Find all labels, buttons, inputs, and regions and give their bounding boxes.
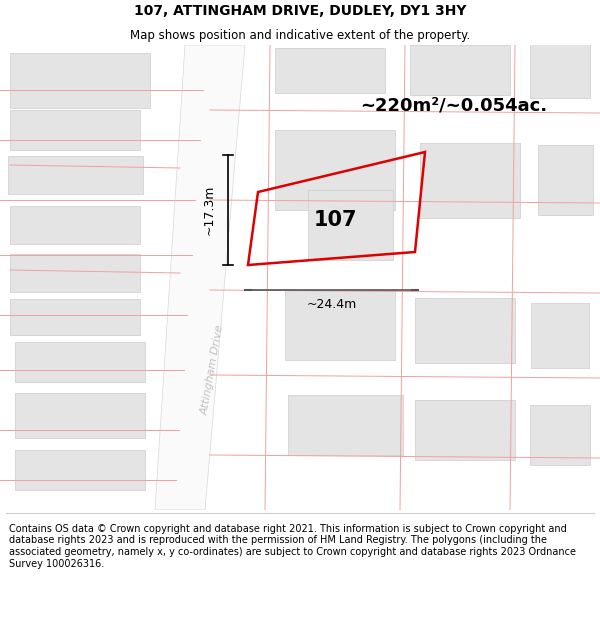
Text: Attingham Drive: Attingham Drive (200, 324, 226, 416)
Polygon shape (10, 299, 140, 335)
Text: ~24.4m: ~24.4m (307, 298, 356, 311)
Text: Map shows position and indicative extent of the property.: Map shows position and indicative extent… (130, 29, 470, 42)
Polygon shape (10, 206, 140, 244)
Polygon shape (155, 45, 245, 510)
Text: 107, ATTINGHAM DRIVE, DUDLEY, DY1 3HY: 107, ATTINGHAM DRIVE, DUDLEY, DY1 3HY (134, 4, 466, 18)
Text: Contains OS data © Crown copyright and database right 2021. This information is : Contains OS data © Crown copyright and d… (9, 524, 576, 569)
Polygon shape (531, 302, 589, 368)
Text: ~220m²/~0.054ac.: ~220m²/~0.054ac. (360, 96, 547, 114)
Polygon shape (530, 42, 590, 98)
Polygon shape (10, 254, 140, 292)
Polygon shape (15, 392, 145, 438)
Polygon shape (7, 156, 143, 194)
Text: 107: 107 (313, 210, 357, 230)
Polygon shape (15, 450, 145, 490)
Polygon shape (10, 52, 150, 107)
Polygon shape (275, 48, 385, 92)
Polygon shape (410, 45, 510, 95)
Polygon shape (420, 142, 520, 218)
Polygon shape (285, 290, 395, 360)
Text: ~17.3m: ~17.3m (203, 185, 216, 235)
Polygon shape (415, 400, 515, 460)
Polygon shape (538, 145, 593, 215)
Polygon shape (287, 395, 403, 455)
Polygon shape (10, 110, 140, 150)
Polygon shape (415, 298, 515, 362)
Polygon shape (15, 342, 145, 382)
Polygon shape (530, 405, 590, 465)
Polygon shape (308, 190, 392, 260)
Polygon shape (275, 130, 395, 210)
